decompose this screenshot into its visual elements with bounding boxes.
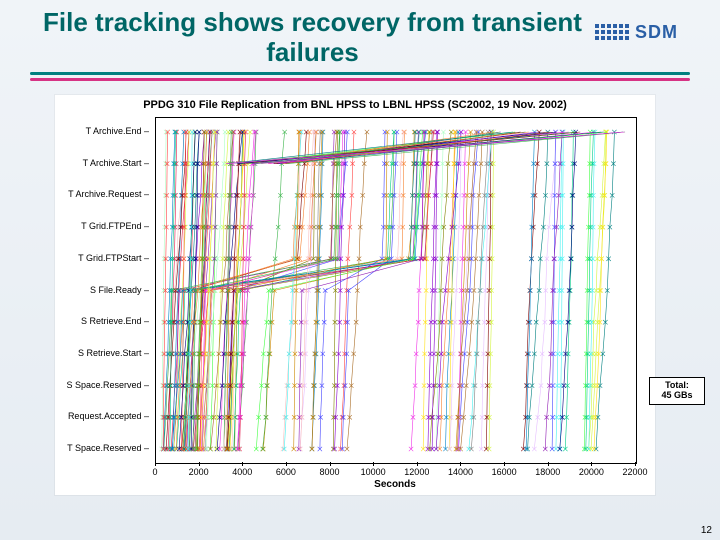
slide: File tracking shows recovery from transi…	[0, 0, 720, 540]
chart: PPDG 310 File Replication from BNL HPSS …	[55, 95, 655, 495]
logo-dots-icon	[595, 24, 629, 40]
y-axis-labels: T Space.Reserved –Request.Accepted –S Sp…	[55, 117, 153, 462]
x-axis-title: Seconds	[155, 479, 635, 490]
trace-lines	[156, 118, 636, 463]
divider	[30, 72, 690, 81]
logo-text: SDM	[635, 22, 678, 43]
x-axis-labels: 0200040006000800010000120001400016000180…	[155, 465, 635, 479]
title-row: File tracking shows recovery from transi…	[0, 0, 720, 68]
sdm-logo: SDM	[595, 12, 690, 52]
page-title: File tracking shows recovery from transi…	[30, 8, 595, 68]
total-line2: 45 GBs	[652, 391, 702, 401]
page-number: 12	[701, 525, 712, 536]
chart-title: PPDG 310 File Replication from BNL HPSS …	[55, 95, 655, 111]
total-callout: Total: 45 GBs	[649, 377, 705, 405]
divider-bottom	[30, 78, 690, 81]
plot-area	[155, 117, 637, 464]
divider-top	[30, 72, 690, 75]
